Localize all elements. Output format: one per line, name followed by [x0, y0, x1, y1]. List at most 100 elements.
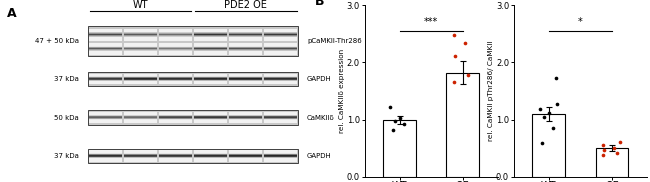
Bar: [194, 33, 228, 34]
Bar: [194, 34, 228, 35]
Bar: [89, 119, 122, 120]
Bar: [89, 75, 122, 76]
Bar: [159, 121, 192, 122]
Bar: [159, 119, 192, 120]
Bar: [265, 51, 298, 52]
Bar: [194, 40, 228, 41]
Bar: [229, 48, 263, 49]
Bar: [265, 33, 298, 34]
Bar: [194, 118, 228, 119]
Text: 47 + 50 kDa: 47 + 50 kDa: [35, 37, 79, 43]
Bar: [229, 161, 263, 162]
Bar: [265, 152, 298, 153]
Bar: [194, 39, 228, 40]
Bar: [265, 153, 298, 154]
Bar: [159, 159, 192, 160]
Bar: [229, 79, 263, 80]
Bar: [124, 54, 157, 55]
Point: [390, 120, 400, 123]
Bar: [194, 115, 228, 116]
Bar: [265, 36, 298, 37]
Bar: [194, 160, 228, 161]
Bar: [124, 33, 157, 34]
Bar: [265, 117, 298, 118]
Bar: [194, 114, 228, 115]
Bar: [89, 81, 122, 82]
Point: [385, 106, 396, 108]
Bar: [159, 32, 192, 33]
Bar: [159, 78, 192, 79]
Bar: [89, 44, 122, 45]
Point: [551, 77, 562, 80]
Bar: [124, 52, 157, 53]
Bar: [265, 34, 298, 35]
Bar: [89, 157, 122, 158]
Bar: [159, 49, 192, 50]
Bar: [124, 78, 157, 79]
Bar: [159, 36, 192, 37]
Bar: [265, 122, 298, 123]
Bar: [89, 112, 122, 113]
Bar: [194, 157, 228, 158]
Bar: [229, 30, 263, 31]
Bar: [124, 49, 157, 50]
Bar: [89, 154, 122, 155]
Bar: [265, 46, 298, 47]
Bar: [124, 115, 157, 116]
Bar: [229, 159, 263, 160]
Bar: [159, 79, 192, 80]
Bar: [124, 43, 157, 44]
Bar: [88, 25, 298, 56]
Bar: [159, 120, 192, 121]
Bar: [265, 49, 298, 50]
Bar: [384, 120, 416, 177]
Bar: [229, 116, 263, 117]
Point: [599, 149, 610, 152]
Bar: [159, 37, 192, 38]
Bar: [159, 54, 192, 55]
Bar: [124, 39, 157, 40]
Bar: [89, 50, 122, 51]
Bar: [194, 150, 228, 151]
Bar: [159, 35, 192, 36]
Bar: [194, 74, 228, 75]
Bar: [265, 155, 298, 156]
Bar: [124, 38, 157, 39]
Bar: [194, 48, 228, 49]
Bar: [194, 121, 228, 122]
Bar: [265, 78, 298, 79]
Bar: [229, 75, 263, 76]
Bar: [159, 114, 192, 115]
Bar: [265, 160, 298, 161]
Bar: [265, 118, 298, 119]
Bar: [229, 153, 263, 154]
Bar: [229, 50, 263, 51]
Bar: [159, 113, 192, 114]
Bar: [229, 76, 263, 77]
Bar: [194, 36, 228, 37]
Bar: [124, 32, 157, 33]
Bar: [229, 36, 263, 37]
Bar: [89, 49, 122, 50]
Bar: [89, 29, 122, 30]
Text: ***: ***: [424, 17, 438, 27]
Bar: [89, 118, 122, 119]
Bar: [124, 44, 157, 45]
Point: [551, 102, 562, 105]
Bar: [159, 40, 192, 41]
Bar: [265, 157, 298, 158]
Bar: [124, 82, 157, 83]
Bar: [124, 83, 157, 84]
Bar: [265, 48, 298, 49]
Bar: [194, 35, 228, 36]
Bar: [595, 148, 629, 177]
Bar: [88, 149, 298, 163]
Bar: [159, 82, 192, 83]
Bar: [159, 46, 192, 47]
Bar: [265, 150, 298, 151]
Bar: [159, 53, 192, 54]
Bar: [265, 79, 298, 80]
Bar: [124, 150, 157, 151]
Bar: [194, 30, 228, 31]
Bar: [89, 83, 122, 84]
